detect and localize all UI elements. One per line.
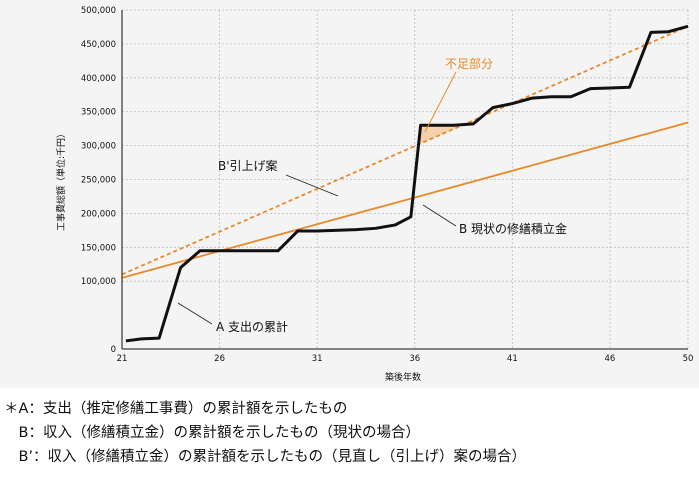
shortfall-label: 不足部分 bbox=[445, 56, 493, 71]
b-leader bbox=[422, 204, 457, 227]
notes: ＊A：支出（推定修繕工事費）の累計額を示したもの B：収入（修繕積立金）の累計額… bbox=[4, 397, 694, 469]
x-tick-label: 31 bbox=[312, 354, 323, 364]
leader-lines bbox=[177, 71, 457, 325]
x-tick-label: 50 bbox=[683, 354, 694, 364]
y-tick-label: 300,000 bbox=[81, 142, 116, 152]
y-tick-label: 200,000 bbox=[81, 209, 116, 219]
y-tick-label: 150,000 bbox=[81, 243, 116, 253]
a-leader bbox=[177, 302, 213, 325]
series-a-line bbox=[125, 24, 689, 343]
chart-panel: 0 100,000 150,000 200,000 250,000 300,000 350,… bbox=[0, 0, 699, 388]
x-tick-label: 41 bbox=[507, 354, 518, 364]
y-tick-label: 250,000 bbox=[81, 176, 116, 186]
y-tick-label: 400,000 bbox=[81, 74, 116, 84]
note-a: ＊A：支出（推定修繕工事費）の累計額を示したもの bbox=[4, 401, 348, 417]
grid bbox=[122, 9, 689, 349]
x-tick-label: 46 bbox=[605, 354, 616, 364]
shortfall-leader bbox=[424, 71, 457, 133]
y-tick-label: 100,000 bbox=[81, 277, 116, 287]
b-label: B 現状の修繕積立金 bbox=[459, 221, 567, 236]
series bbox=[121, 24, 689, 343]
b-prime-label: B'引上げ案 bbox=[218, 158, 278, 173]
y-tick-label: 350,000 bbox=[81, 108, 116, 118]
y-tick-label: 0 bbox=[111, 345, 116, 355]
a-label: A 支出の累計 bbox=[216, 319, 288, 334]
x-axis-title: 築後年数 bbox=[385, 371, 421, 383]
y-axis-title: 工事費総額（単位:千円） bbox=[55, 129, 67, 231]
x-tick-label: 21 bbox=[117, 354, 128, 364]
b-prime-leader bbox=[285, 174, 339, 197]
series-b-prime-line bbox=[121, 25, 689, 276]
note-b-prime: B’：収入（修繕積立金）の累計額を示したもの（見直し（引上げ）案の場合） bbox=[4, 449, 527, 465]
x-tick-label: 26 bbox=[214, 354, 225, 364]
note-b: B：収入（修繕積立金）の累計額を示したもの（現状の場合） bbox=[4, 425, 420, 441]
y-tick-label: 500,000 bbox=[81, 6, 116, 16]
tick-labels: 0 100,000 150,000 200,000 250,000 300,000 350,… bbox=[81, 6, 694, 364]
cost-chart: 0 100,000 150,000 200,000 250,000 300,000 350,… bbox=[55, 6, 694, 383]
axes bbox=[121, 10, 688, 350]
x-tick-label: 36 bbox=[409, 354, 420, 364]
y-tick-label: 450,000 bbox=[81, 40, 116, 50]
